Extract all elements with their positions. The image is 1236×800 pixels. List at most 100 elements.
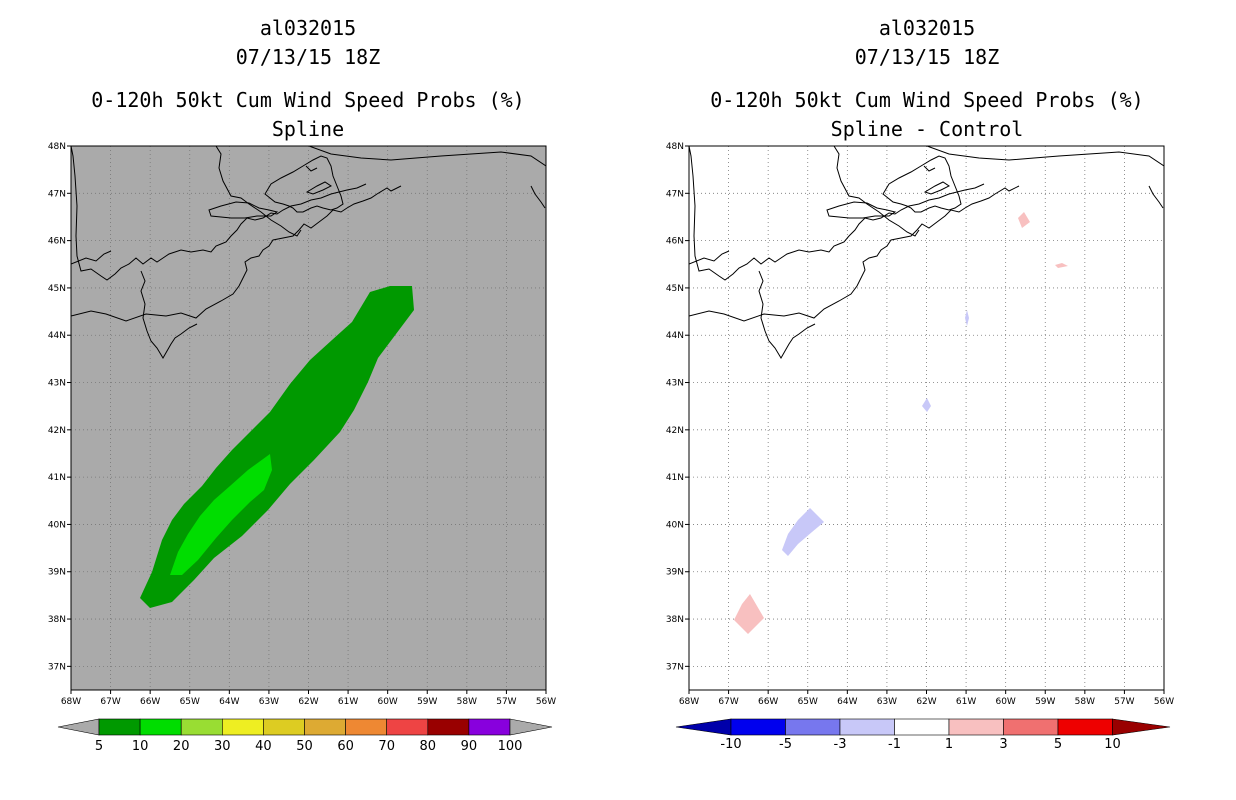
lon-tick-label: 67W [100,697,120,707]
right-colorbar-box [1003,718,1059,736]
right-colorbar-max-arrow [1112,718,1171,736]
left-colorbar-label: 20 [173,739,190,754]
lon-tick-label: 59W [1035,697,1055,707]
diff-contour-negative [965,310,969,326]
lon-tick-label: 65W [180,697,200,707]
lat-tick-label: 47N [666,189,684,199]
left-colorbar-box [222,718,264,736]
lon-tick-label: 62W [298,697,318,707]
lon-tick-label: 65W [798,697,818,707]
right-colorbar-label: -5 [779,737,792,752]
right-colorbar-box [730,718,786,736]
right-grid-lines [689,146,1164,690]
right-colorbar-min-arrow [675,718,732,736]
lat-tick-label: 44N [48,331,66,341]
right-subtitle: Spline - Control [830,117,1024,141]
lat-tick-label: 43N [666,379,684,389]
lon-tick-label: 66W [140,697,160,707]
left-colorbar-box [345,718,388,736]
lat-tick-label: 37N [666,662,684,672]
right-colorbar-label: -10 [720,737,741,752]
left-colorbar-box [427,718,470,736]
right-colorbar-label: 10 [1104,737,1121,752]
left-colorbar-box [139,718,182,736]
left-colorbar-label: 10 [132,739,149,754]
diff-contour-positive [1055,263,1068,268]
lon-tick-label: 66W [758,697,778,707]
left-map-panel: 48N 47N 46N 45N 44N 43N 42N 41N 40N 39N 38N 37N 68W… [48,142,556,707]
lat-tick-label: 45N [48,284,66,294]
lat-tick-label: 39N [48,568,66,578]
lat-tick-label: 41N [48,473,66,483]
left-datetime: 07/13/15 18Z [235,45,381,69]
left-colorbar: 5 10 20 30 40 50 60 70 80 90 100 [57,718,553,754]
lon-tick-label: 62W [916,697,936,707]
lon-tick-label: 64W [837,697,857,707]
diff-contour-positive [1018,212,1030,228]
left-lon-axis: 68W 67W 66W 65W 64W 63W 62W 61W 60W 59W 58W 57W 56W [61,690,556,707]
left-colorbar-label: 100 [498,739,523,754]
lat-tick-label: 46N [48,237,66,247]
lat-tick-label: 43N [48,379,66,389]
left-colorbar-label: 30 [214,739,231,754]
left-colorbar-box [468,718,511,736]
right-colorbar-label: 3 [999,737,1007,752]
lon-tick-label: 56W [1154,697,1174,707]
right-colorbar-label: 5 [1054,737,1062,752]
lat-tick-label: 42N [666,426,684,436]
lat-tick-label: 42N [48,426,66,436]
right-lon-axis: 68W 67W 66W 65W 64W 63W 62W 61W 60W 59W 58W 57W 56W [679,690,1174,707]
lat-tick-label: 45N [666,284,684,294]
right-panel-title: al032015 07/13/15 18Z 0-120h 50kt Cum Wi… [677,14,1177,144]
right-colorbar: -10 -5 -3 -1 1 3 5 10 [675,718,1171,752]
prob-contour-10 [170,454,272,575]
left-product-title: 0-120h 50kt Cum Wind Speed Probs (%) [91,88,525,112]
lat-tick-label: 48N [48,142,66,152]
lat-tick-label: 38N [48,615,66,625]
lon-tick-label: 60W [377,697,397,707]
diff-contour-positive [734,594,764,634]
left-colorbar-box [386,718,429,736]
right-colorbar-label: 1 [945,737,953,752]
left-colorbar-box [180,718,223,736]
left-colorbar-box [304,718,346,736]
lat-tick-label: 46N [666,237,684,247]
right-colorbar-box [894,718,950,736]
lon-tick-label: 63W [259,697,279,707]
left-storm-id: al032015 [259,16,357,40]
left-colorbar-label: 80 [420,739,437,754]
lat-tick-label: 41N [666,473,684,483]
right-colorbar-box [785,718,841,736]
left-colorbar-box [263,718,305,736]
left-colorbar-label: 5 [95,739,103,754]
left-colorbar-label: 70 [378,739,395,754]
lat-tick-label: 44N [666,331,684,341]
lat-tick-label: 47N [48,189,66,199]
right-colorbar-label: -1 [888,737,901,752]
left-panel-title: al032015 07/13/15 18Z 0-120h 50kt Cum Wi… [58,14,558,144]
lon-tick-label: 61W [338,697,358,707]
lat-tick-label: 37N [48,662,66,672]
lon-tick-label: 64W [219,697,239,707]
right-colorbar-label: -3 [834,737,847,752]
left-subtitle: Spline [271,117,345,141]
lat-tick-label: 39N [666,568,684,578]
left-colorbar-label: 60 [337,739,354,754]
right-colorbar-box [839,718,895,736]
right-datetime: 07/13/15 18Z [854,45,1000,69]
left-colorbar-box [98,718,141,736]
left-colorbar-min-arrow [57,718,100,736]
lon-tick-label: 58W [1075,697,1095,707]
right-storm-id: al032015 [878,16,976,40]
left-colorbar-label: 90 [461,739,478,754]
lon-tick-label: 67W [718,697,738,707]
left-colorbar-max-arrow [509,718,553,736]
right-colorbar-box [948,718,1004,736]
lon-tick-label: 57W [1114,697,1134,707]
lon-tick-label: 60W [995,697,1015,707]
lat-tick-label: 40N [48,520,66,530]
right-lat-axis: 48N 47N 46N 45N 44N 43N 42N 41N 40N 39N 38N 37N [666,142,689,672]
lat-tick-label: 40N [666,520,684,530]
lat-tick-label: 48N [666,142,684,152]
